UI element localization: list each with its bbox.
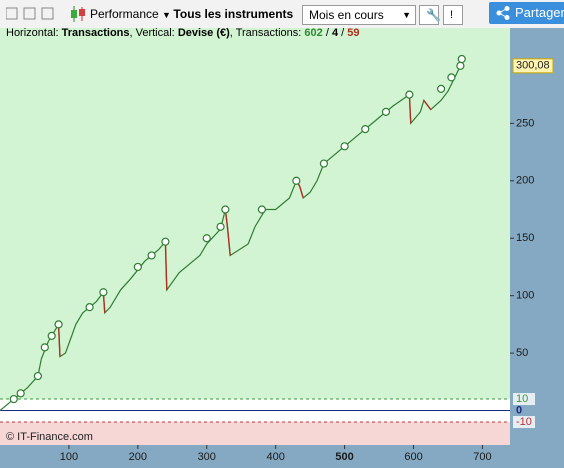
high-marker <box>54 320 63 329</box>
count-sep: / <box>326 27 330 39</box>
high-marker <box>340 142 349 151</box>
high-marker <box>361 124 370 134</box>
x-tick-label: 100 <box>60 451 78 463</box>
threshold-label: 10 <box>516 393 528 405</box>
share-icon <box>496 6 510 20</box>
last-value-label: 300,08 <box>516 60 550 72</box>
share-button[interactable]: Partager <box>489 2 564 24</box>
performance-button[interactable]: Performance <box>90 7 159 21</box>
high-marker <box>457 54 466 64</box>
high-marker <box>216 222 225 231</box>
header-count: , Transactions: <box>230 27 302 39</box>
y-tick-label: 100 <box>516 290 534 302</box>
instruments-label: Tous les instruments <box>173 7 294 21</box>
more-button[interactable]: ! <box>443 5 463 25</box>
instruments-button[interactable]: ▼ Tous les instruments <box>162 7 294 21</box>
count-sep: / <box>341 27 345 39</box>
high-marker <box>381 107 391 116</box>
high-marker <box>161 237 170 246</box>
copyright: © IT-Finance.com <box>6 431 93 443</box>
threshold-tag <box>513 416 535 429</box>
loss-zone <box>0 422 510 445</box>
count-loss: 59 <box>347 27 359 39</box>
high-marker <box>202 234 211 243</box>
count-win: 602 <box>304 27 322 39</box>
x-tick-label: 400 <box>266 451 284 463</box>
x-tick-label: 600 <box>404 451 422 463</box>
candle-icon <box>71 6 85 22</box>
high-marker <box>456 61 465 70</box>
high-marker <box>221 205 230 214</box>
settings-button[interactable]: 🔧 <box>419 5 441 25</box>
y-tick-label: 150 <box>516 232 534 244</box>
x-axis-panel <box>0 445 564 468</box>
high-marker <box>436 84 446 93</box>
header-horizontal: Horizontal: <box>6 27 59 39</box>
x-tick-label: 200 <box>129 451 147 463</box>
drawdown-segment <box>408 94 412 124</box>
count-even: 4 <box>332 27 339 39</box>
chart-header: Horizontal: Transactions, Vertical: Devi… <box>6 27 360 39</box>
high-marker <box>85 303 94 312</box>
x-label: Transactions <box>62 27 130 39</box>
high-marker <box>405 90 414 99</box>
x-tick-label: 300 <box>198 451 216 463</box>
high-marker <box>99 288 108 297</box>
window-icons <box>6 7 54 20</box>
drawdown-segment <box>57 324 61 357</box>
y-tick-label: 200 <box>516 175 534 187</box>
last-value-tag <box>512 58 554 74</box>
share-label: Partager <box>515 5 564 20</box>
period-label: Mois en cours <box>309 8 384 22</box>
drawdown-segment <box>226 226 231 256</box>
y-tick-label: 50 <box>516 347 528 359</box>
x-tick-label: 500 <box>335 451 353 463</box>
period-select[interactable]: Mois en cours ▼ <box>302 5 416 25</box>
high-marker <box>257 205 266 214</box>
drawdown-segment <box>299 186 304 199</box>
high-marker <box>292 176 301 185</box>
x-tick-label: 700 <box>473 451 491 463</box>
header-vertical: , Vertical: <box>130 27 175 39</box>
y-label: Devise (€) <box>178 27 230 39</box>
toolbar: Performance ▼ Tous les instruments Mois … <box>0 0 564 29</box>
high-marker <box>447 73 456 82</box>
threshold-label: 0 <box>516 404 522 416</box>
drawdown-segment <box>423 99 432 110</box>
threshold-tag <box>513 393 535 406</box>
high-marker <box>147 251 156 260</box>
profit-zone <box>0 28 510 400</box>
high-marker <box>40 343 49 352</box>
high-marker <box>319 159 329 168</box>
high-marker <box>16 389 25 398</box>
high-marker <box>9 394 18 404</box>
high-marker <box>47 331 56 340</box>
drawdown-segment <box>164 241 168 290</box>
threshold-label: -10 <box>516 416 532 428</box>
high-marker <box>133 262 142 272</box>
high-marker <box>33 371 43 381</box>
y-tick-label: 250 <box>516 117 534 129</box>
